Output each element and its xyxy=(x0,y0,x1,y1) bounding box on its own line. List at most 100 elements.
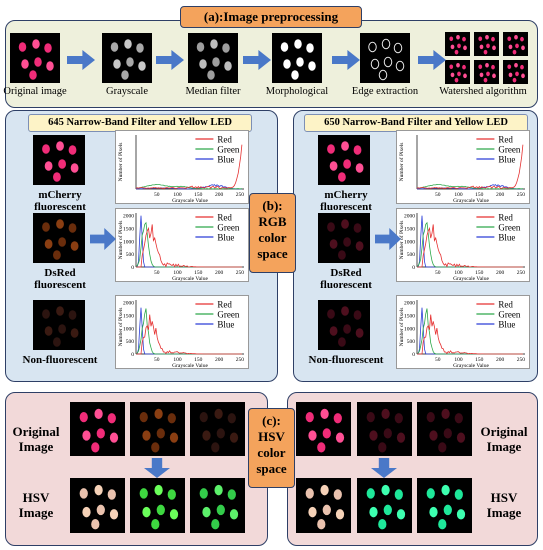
cell-blob xyxy=(327,309,335,319)
y-tick-label: 1500 xyxy=(404,226,415,232)
cell-blob xyxy=(450,44,455,50)
red-series-line xyxy=(416,144,524,189)
cell-blob xyxy=(154,484,163,496)
cell-blob xyxy=(478,36,483,41)
cell-blob xyxy=(167,413,176,424)
cell-blob xyxy=(308,506,317,518)
legend-label: Blue xyxy=(217,155,234,165)
label-line: Image xyxy=(486,505,522,520)
cell-blob xyxy=(454,77,459,83)
cell-blob xyxy=(68,145,77,155)
y-tick-label: 2000 xyxy=(123,214,134,220)
cell-blob xyxy=(492,45,496,51)
y-tick-label: 0 xyxy=(131,352,134,358)
y-tick-label: 1000 xyxy=(404,326,415,332)
cell-blob xyxy=(56,141,64,151)
y-axis-label: Number of Pixels xyxy=(117,143,124,182)
hsv-image xyxy=(190,478,245,533)
analysis-arrow-icon xyxy=(375,228,401,250)
cell-blob xyxy=(199,411,208,423)
x-tick-label: 200 xyxy=(496,192,505,198)
segmented-cell-thumb-graphic xyxy=(449,63,467,83)
cell-blob xyxy=(338,250,346,260)
original-image-graphic xyxy=(199,408,239,453)
x-tick-label: 250 xyxy=(236,357,245,363)
cell-blob xyxy=(109,432,119,443)
cell-blob xyxy=(32,39,40,49)
cell-blob xyxy=(224,61,232,71)
green-series-line xyxy=(416,184,523,190)
section-c-title-line: (c): xyxy=(262,413,281,428)
label-line: Original xyxy=(12,424,60,439)
step-thumbnail-edge-graphic xyxy=(368,38,405,81)
cell-blob xyxy=(429,430,438,441)
sample-label-line: DsRed xyxy=(44,267,76,279)
cell-blob xyxy=(169,509,179,520)
cell-blob xyxy=(341,306,349,316)
process-arrow-icon xyxy=(243,50,271,70)
cell-blob xyxy=(507,36,512,41)
cell-blob xyxy=(42,144,50,154)
cell-blob xyxy=(456,35,460,40)
x-axis-label: Grayscale Value xyxy=(453,363,489,369)
cell-blob xyxy=(366,488,375,499)
x-tick-label: 100 xyxy=(173,357,182,363)
cell-blob xyxy=(338,337,346,347)
cell-blob xyxy=(478,64,483,69)
y-tick-label: 1500 xyxy=(404,313,415,319)
x-tick-label: 50 xyxy=(154,357,160,363)
segmented-cell-thumb-graphic xyxy=(507,35,525,55)
y-axis-label: Number of Pixels xyxy=(398,221,405,260)
cell-blob xyxy=(353,145,362,155)
cell-blob xyxy=(479,72,484,78)
y-tick-label: 0 xyxy=(412,352,415,358)
cell-blob xyxy=(56,306,64,316)
cell-blob xyxy=(483,49,488,55)
sample-image xyxy=(33,135,85,185)
sample-image xyxy=(318,213,370,263)
y-tick-label: 0 xyxy=(131,265,134,271)
cell-blob xyxy=(454,489,463,500)
sample-label-line: fluorescent xyxy=(34,201,86,213)
arrow-shape xyxy=(156,50,184,70)
x-tick-label: 150 xyxy=(475,270,484,276)
cell-blob xyxy=(343,324,352,334)
cell-blob xyxy=(294,39,302,49)
legend-label: Red xyxy=(217,135,232,145)
sample-label: mCherry fluorescent xyxy=(300,189,392,213)
y-axis-label: Number of Pixels xyxy=(117,221,124,260)
x-axis-label: Grayscale Value xyxy=(172,198,208,204)
cell-blob xyxy=(70,163,79,173)
hsv-right-hsv-label: HSV Image xyxy=(474,490,534,520)
cell-blob xyxy=(520,36,524,42)
legend-label: Green xyxy=(217,223,239,233)
cell-blob xyxy=(126,57,134,67)
section-a-title: (a):Image preprocessing xyxy=(180,6,362,28)
cell-blob xyxy=(29,70,37,80)
cell-blob xyxy=(322,504,331,516)
legend-label: Blue xyxy=(217,320,234,330)
cell-blob xyxy=(329,161,338,171)
label-line: HSV xyxy=(490,490,518,505)
x-tick-label: 150 xyxy=(194,357,203,363)
cell-blob xyxy=(463,45,467,51)
cell-blob xyxy=(383,504,392,516)
hsv-image xyxy=(357,478,412,533)
sample-image xyxy=(33,213,85,263)
segmented-cell-thumb-graphic xyxy=(478,35,496,55)
cell-blob xyxy=(508,72,513,78)
x-axis-label: Grayscale Value xyxy=(453,276,489,282)
y-tick-label: 1500 xyxy=(123,226,134,232)
step-thumbnail-gray-graphic xyxy=(110,39,146,80)
x-tick-label: 50 xyxy=(154,270,160,276)
arrow-shape xyxy=(332,50,360,70)
cell-blob xyxy=(429,506,438,518)
cell-blob xyxy=(58,324,67,334)
conversion-arrow-icon xyxy=(144,458,170,478)
cell-blob xyxy=(378,69,388,81)
cell-blob xyxy=(151,442,160,453)
x-tick-label: 50 xyxy=(154,192,160,198)
legend-label: Red xyxy=(498,135,513,145)
cell-blob xyxy=(441,408,450,420)
cell-blob xyxy=(156,428,165,439)
